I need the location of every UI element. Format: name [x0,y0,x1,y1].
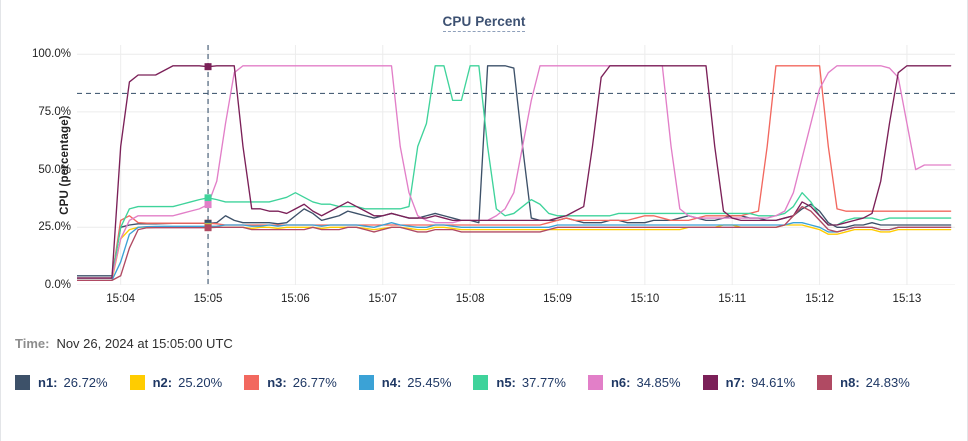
x-tick-label: 15:09 [543,293,572,305]
series-line-n6 [77,65,952,279]
legend-label-n8: n8: [840,374,860,390]
x-tick-label: 15:13 [892,293,922,305]
x-tick-label: 15:08 [455,293,485,305]
legend-item-n1[interactable]: n1: 26.72% [15,368,108,396]
legend-swatch-n7 [702,374,718,390]
series-line-n3 [77,65,952,279]
legend-item-n5[interactable]: n5: 37.77% [473,368,566,396]
x-tick-label: 15:10 [630,293,660,305]
legend-item-n8[interactable]: n8: 24.83% [817,368,910,396]
series-line-n1 [77,65,952,277]
tooltip-time-value: Nov 26, 2024 at 15:05:00 UTC [56,336,233,351]
y-tick-label: 75.0% [38,105,71,118]
tooltip-time-label: Time: [15,336,50,351]
legend-value-n7: 94.61% [751,374,796,390]
legend-value-n4: 25.45% [407,374,452,390]
x-tick-label: 15:05 [193,293,223,305]
legend-item-n6[interactable]: n6: 34.85% [587,368,681,396]
legend-swatch-n8 [817,374,833,390]
x-tick-label: 15:12 [805,293,834,305]
series-line-n5 [77,65,952,279]
x-tick-label: 15:04 [106,293,136,305]
legend-label-n7: n7: [725,374,746,390]
legend-value-n6: 34.85% [636,374,681,390]
legend-item-n2[interactable]: n2: 25.20% [129,368,223,396]
legend-label-n2: n2: [152,374,173,390]
tooltip-time-row: Time: Nov 26, 2024 at 15:05:00 UTC [1,336,968,358]
legend-value-n5: 37.77% [521,374,566,390]
chart-svg [77,45,955,285]
y-tick-label: 0.0% [44,279,71,291]
x-tick-label: 15:06 [281,293,310,305]
series-line-n4 [77,222,952,282]
x-tick-label: 15:11 [718,293,747,305]
chart-plot-area[interactable]: CPU (percentage) 0.0% 25.0% 50.0% 75.0% 100.… [32,45,955,305]
legend-swatch-n5 [473,374,489,390]
legend-swatch-n2 [129,374,145,390]
series-line-n8 [77,205,952,282]
legend-label-n4: n4: [381,374,402,390]
legend-swatch-n3 [244,374,260,390]
chart-footer: Time: Nov 26, 2024 at 15:05:00 UTC n1: 26… [1,336,968,396]
legend-value-n2: 25.20% [178,374,223,390]
crosshair-marker-n6 [204,201,212,209]
legend-item-n4[interactable]: n4: 25.45% [358,368,452,396]
legend-swatch-n6 [587,374,603,390]
legend-item-n7[interactable]: n7: 94.61% [702,368,796,396]
crosshair-marker-n8 [204,224,212,232]
y-tick-label: 50.0% [38,163,71,176]
crosshair-marker-n7 [204,63,212,71]
legend-item-n3[interactable]: n3: 26.77% [244,368,337,396]
x-tick-label: 15:07 [368,293,398,305]
legend-label-n5: n5: [496,374,516,390]
chart-title-text: CPU Percent [442,14,526,32]
legend-label-n6: n6: [610,374,631,390]
legend-value-n3: 26.77% [292,374,337,390]
crosshair-marker-n5 [204,194,212,202]
page-title: CPU Percent [1,14,967,32]
legend-value-n8: 24.83% [865,374,910,390]
legend-label-n3: n3: [267,374,287,390]
legend-swatch-n1 [15,374,30,390]
legend-label-n1: n1: [38,374,58,390]
y-tick-label: 100.0% [31,48,71,61]
y-tick-label: 25.0% [38,221,71,234]
chart-legend: n1: 26.72% n2: 25.20% n3: 26.77% n4: 25.45% n5: 3… [1,368,968,396]
legend-value-n1: 26.72% [63,374,108,390]
legend-swatch-n4 [358,374,374,390]
series-line-n7 [77,65,952,279]
